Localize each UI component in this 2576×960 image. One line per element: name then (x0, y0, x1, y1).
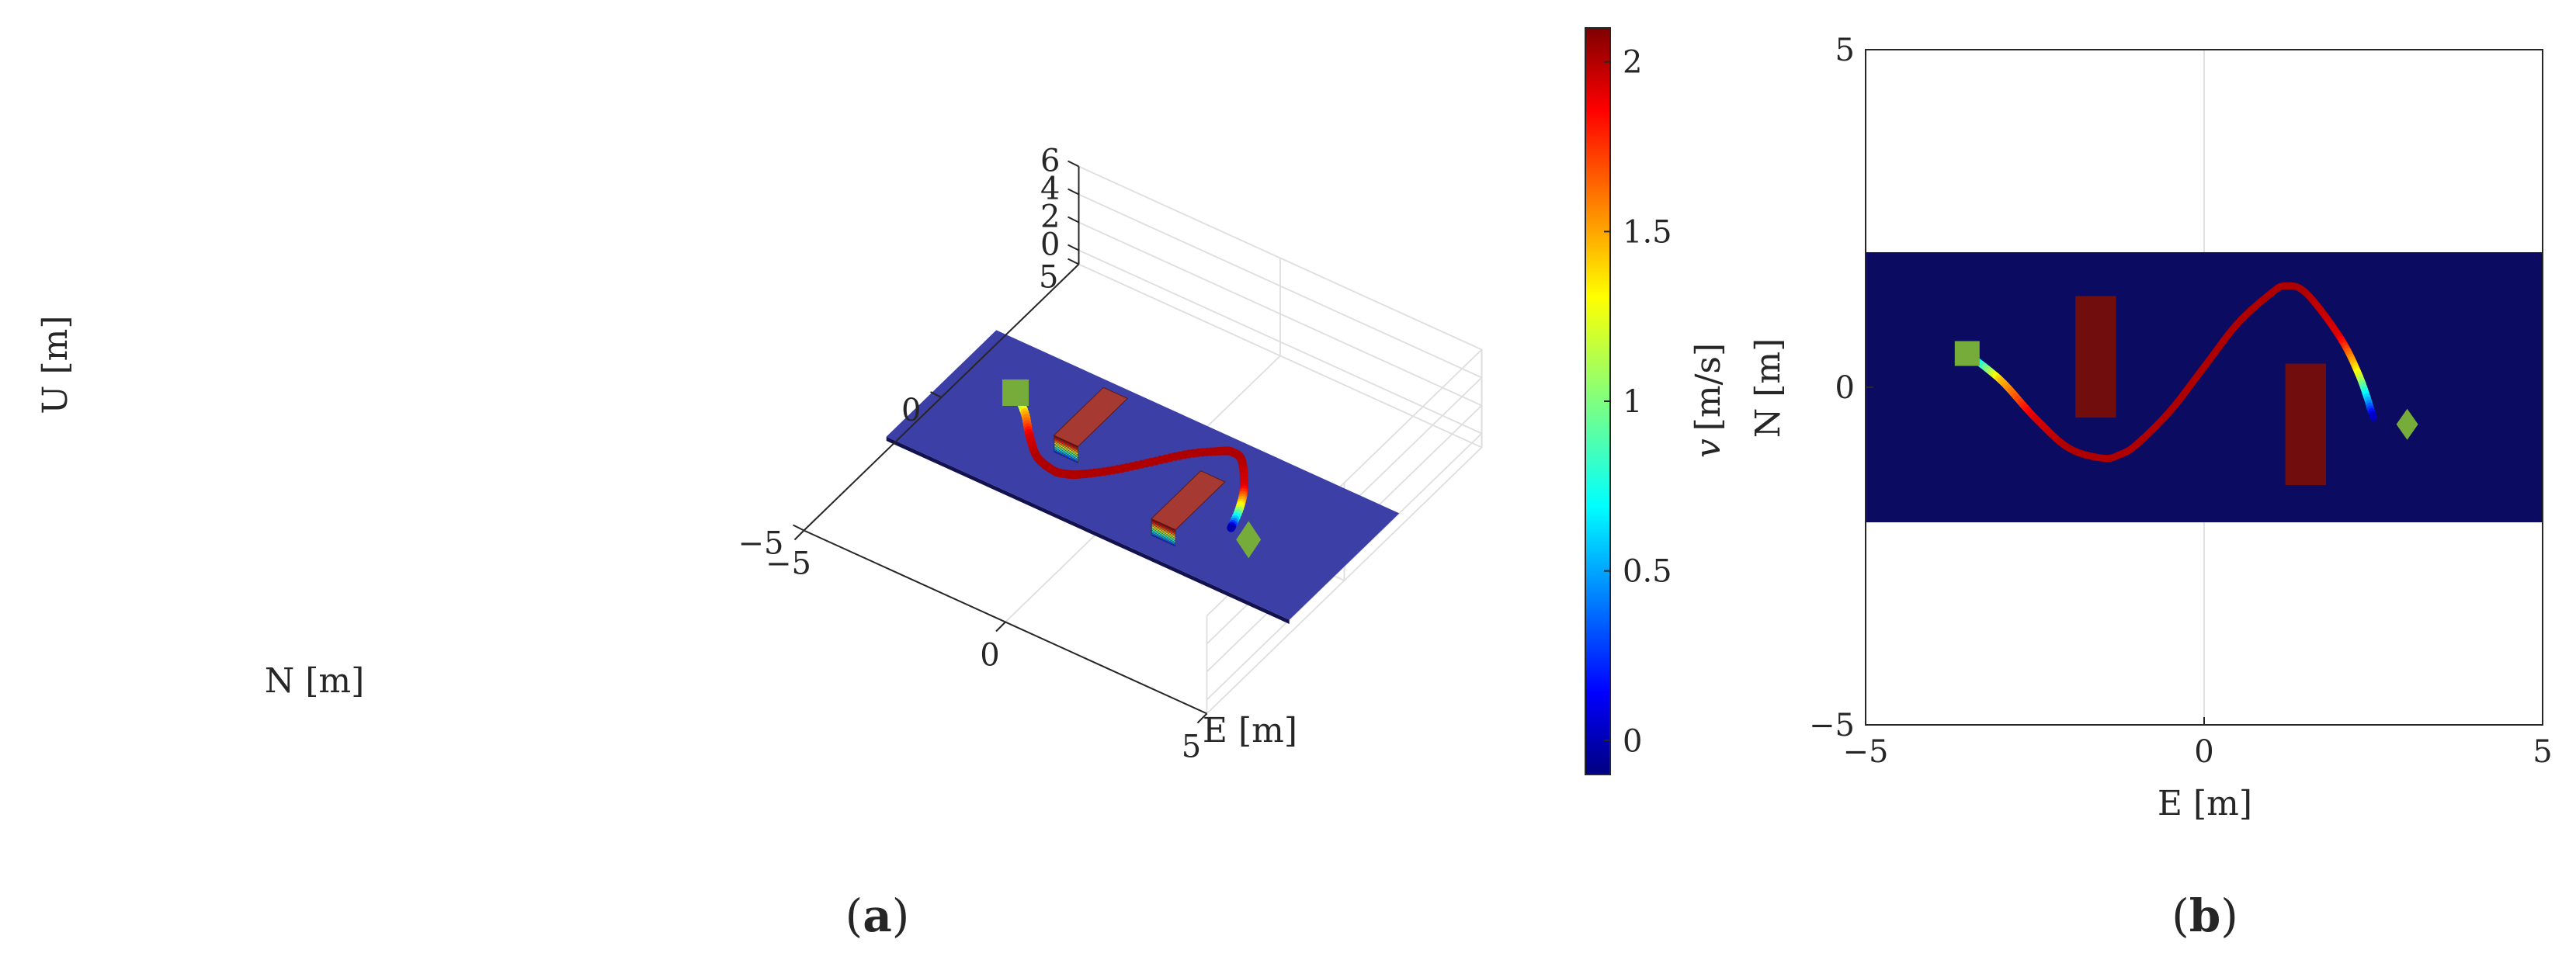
start-marker (1954, 341, 1980, 366)
y-axis-title: N [m] (265, 661, 365, 701)
x-tick (793, 529, 805, 541)
x-tick-label: −5 (1843, 734, 1889, 770)
z-tick (1068, 244, 1079, 251)
panel-a-3d-view: −5 0 5 −5 0 5 0 2 4 6 E [m] N [m] U [m] … (36, 27, 1728, 942)
x-tick-label: 5 (1182, 730, 1201, 765)
colorbar-tick-label: 1.5 (1623, 214, 1672, 250)
obstacle-top (1151, 470, 1226, 531)
panel-a-label-letter: a (863, 889, 892, 942)
colorbar-units: [m/s] (1689, 343, 1728, 431)
markers-2d (1954, 341, 2418, 440)
corridor-edge (886, 436, 1290, 624)
z-tick-label: 4 (1040, 172, 1060, 207)
y-tick-label: 0 (901, 393, 921, 428)
panel-b-top-view: −5 0 5 −5 0 5 E [m] N [m] (b) (1748, 33, 2553, 942)
colorbar: 0 0.5 1 1.5 2 v [m/s] (1585, 27, 1728, 775)
y-tick (930, 391, 942, 398)
y-tick-label: −5 (738, 526, 784, 562)
colorbar-tick-label: 1 (1623, 384, 1642, 420)
z-tick-label: 2 (1040, 199, 1060, 235)
x-tick-label: 5 (2533, 734, 2552, 770)
y-tick (1068, 258, 1079, 265)
z-tick (1068, 216, 1079, 224)
z-tick-label: 6 (1040, 144, 1060, 179)
obstacles-3d (1053, 386, 1226, 547)
obstacle-top (1053, 386, 1129, 447)
z-tick-label: 0 (1040, 227, 1060, 263)
y-tick-label: −5 (1809, 708, 1855, 743)
panel-b-label: (b) (2172, 889, 2238, 942)
markers-3d (1002, 379, 1262, 559)
panel-a-label-open: ( (845, 889, 863, 942)
y-axis-title: N [m] (1748, 338, 1788, 438)
obstacle-rect (2285, 363, 2326, 486)
obstacle-rect (2075, 296, 2116, 418)
panel-b-label-open: ( (2172, 889, 2189, 942)
corridor-region (1866, 252, 2543, 522)
z-axis-title: U [m] (36, 315, 75, 414)
x-axis-title: E [m] (1203, 711, 1297, 750)
x-tick-label: 0 (2194, 734, 2213, 770)
z-tick (1068, 160, 1079, 168)
y-axis-line (803, 263, 1080, 532)
colorbar-ticks (1604, 61, 1610, 742)
panel-b-label-close: ) (2220, 889, 2238, 942)
trajectory-point (1227, 523, 1236, 532)
trajectory-2d (1963, 282, 2377, 463)
x-axis-title: E [m] (2158, 784, 2252, 823)
start-marker (1002, 379, 1029, 406)
colorbar-tick-label: 0 (1623, 723, 1642, 759)
3d-axes (793, 160, 1208, 724)
x-tick (1196, 712, 1208, 724)
colorbar-var: v (1689, 438, 1728, 458)
y-tick (793, 524, 804, 532)
y-tick-label: 0 (1835, 370, 1855, 406)
x-tick (995, 621, 1006, 632)
y-tick-label: 5 (1039, 260, 1058, 296)
2d-ticks (1865, 49, 2543, 726)
z-tick (1068, 188, 1079, 196)
colorbar-title: v [m/s] (1689, 343, 1728, 458)
x-tick-label: −5 (766, 546, 811, 582)
x-tick-label: 0 (980, 638, 999, 674)
panel-b-label-letter: b (2189, 889, 2221, 942)
panel-a-label: (a) (845, 889, 910, 942)
panel-a-label-close: ) (892, 889, 910, 942)
colorbar-tick-label: 0.5 (1623, 554, 1672, 590)
goal-marker (1236, 521, 1262, 559)
colorbar-tick-label: 2 (1623, 45, 1642, 81)
y-tick-label: 5 (1835, 33, 1855, 68)
goal-marker (2396, 408, 2418, 440)
obstacles-2d (2075, 296, 2326, 486)
